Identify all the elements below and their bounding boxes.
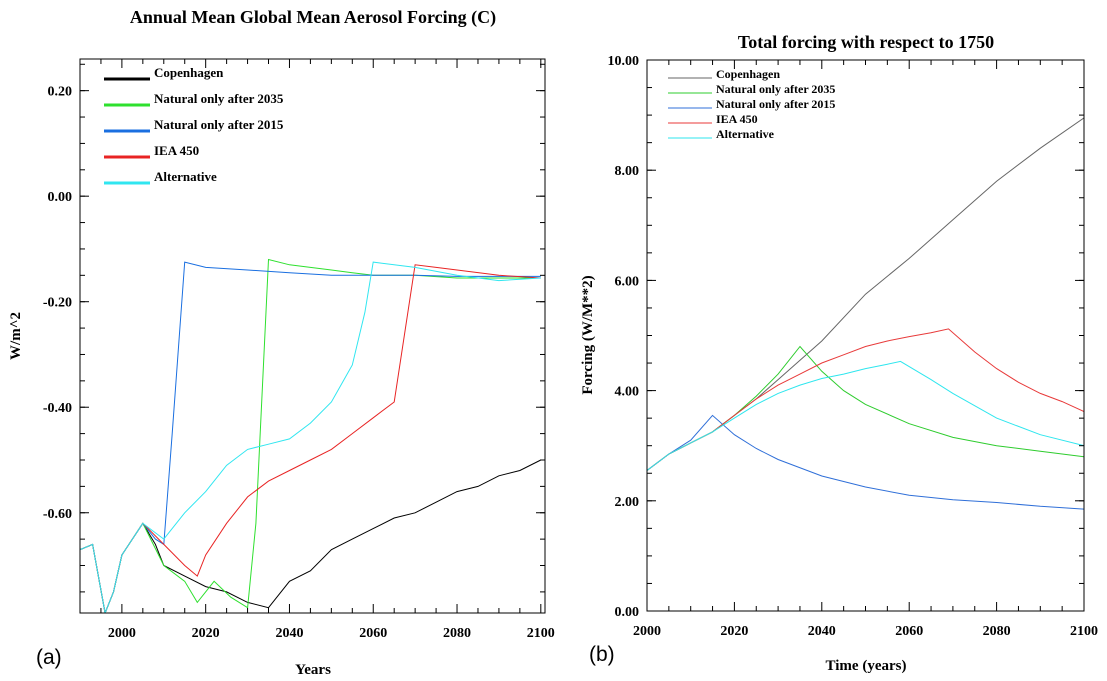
y-tick-label: 2.00 xyxy=(615,495,640,510)
series-line-4-b xyxy=(647,328,1084,471)
legend-label: IEA 450 xyxy=(716,112,758,126)
chart-a-xlabel: Years xyxy=(295,662,331,678)
x-tick-label: 2020 xyxy=(192,626,220,641)
x-tick-label: 2040 xyxy=(275,626,303,641)
x-tick-label: 2060 xyxy=(359,626,387,641)
x-tick-label: 2040 xyxy=(808,624,836,639)
y-tick-label: -0.60 xyxy=(43,507,72,522)
chart-a-ylabel: W/m^2 xyxy=(8,312,24,360)
chart-b-xlabel: Time (years) xyxy=(826,658,907,674)
legend-label: Alternative xyxy=(716,127,775,141)
panel-a-chart: Annual Mean Global Mean Aerosol Forcing … xyxy=(8,7,555,678)
x-tick-label: 2000 xyxy=(633,624,661,639)
series-line-2-a xyxy=(80,258,541,613)
series-line-5-a xyxy=(80,261,541,613)
x-tick-label: 2060 xyxy=(895,624,923,639)
series-line-3-b xyxy=(647,414,1084,510)
panel-b-label: (b) xyxy=(589,643,615,666)
x-tick-label: 2100 xyxy=(527,626,555,641)
x-tick-label: 2020 xyxy=(720,624,748,639)
y-tick-label: 8.00 xyxy=(615,164,640,179)
chart-a-title: Annual Mean Global Mean Aerosol Forcing … xyxy=(130,7,496,28)
y-tick-label: -0.20 xyxy=(43,296,72,311)
series-line-3-a xyxy=(80,261,541,613)
legend-label: Natural only after 2035 xyxy=(716,82,835,96)
x-tick-label: 2100 xyxy=(1070,624,1098,639)
legend-label: Natural only after 2035 xyxy=(154,91,284,106)
chart-b-ylabel: Forcing (W/M**2) xyxy=(580,275,596,394)
legend-label: Copenhagen xyxy=(154,65,224,80)
series-line-5-b xyxy=(647,360,1084,471)
series-line-4-a xyxy=(80,264,541,613)
y-tick-label: 4.00 xyxy=(615,385,640,400)
y-tick-label: 6.00 xyxy=(615,274,640,289)
y-tick-label: 10.00 xyxy=(608,54,640,69)
y-tick-label: -0.40 xyxy=(43,401,72,416)
panel-a-label: (a) xyxy=(36,646,62,669)
chart-a-frame xyxy=(79,58,546,614)
chart-b-title: Total forcing with respect to 1750 xyxy=(738,32,994,52)
y-tick-label: 0.00 xyxy=(615,605,640,620)
x-tick-label: 2000 xyxy=(108,626,136,641)
panel-b-chart: Total forcing with respect to 1750 2000 2… xyxy=(580,32,1098,674)
y-tick-label: 0.20 xyxy=(48,85,73,100)
legend-label: IEA 450 xyxy=(154,143,199,158)
y-tick-label: 0.00 xyxy=(48,190,73,205)
chart-b-frame xyxy=(646,59,1085,612)
series-line-2-b xyxy=(647,345,1084,471)
legend-label: Natural only after 2015 xyxy=(716,97,835,111)
legend-label: Natural only after 2015 xyxy=(154,117,284,132)
legend-label: Copenhagen xyxy=(716,67,780,81)
x-tick-label: 2080 xyxy=(983,624,1011,639)
x-tick-label: 2080 xyxy=(443,626,471,641)
legend-label: Alternative xyxy=(154,169,217,184)
series-line-1-b xyxy=(647,117,1084,471)
